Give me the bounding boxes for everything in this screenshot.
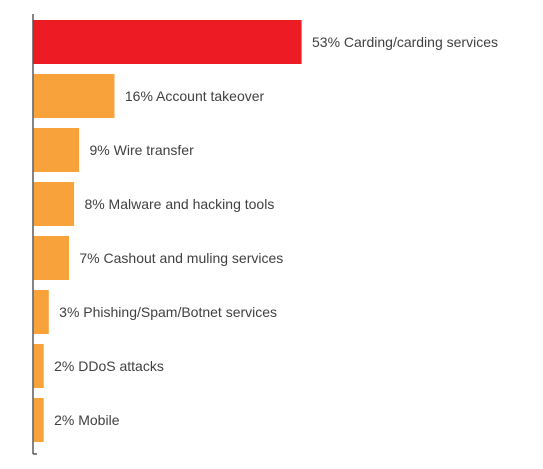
bar-2 [33, 74, 115, 118]
bar-label-4: 8% Malware and hacking tools [84, 196, 274, 212]
bar-1 [33, 20, 302, 64]
bar-label-3: 9% Wire transfer [90, 142, 195, 158]
bar-label-5: 7% Cashout and muling services [79, 250, 283, 266]
bar-5 [33, 236, 69, 280]
bar-label-2: 16% Account takeover [125, 88, 265, 104]
bar-label-8: 2% Mobile [54, 412, 120, 428]
bar-3 [33, 128, 80, 172]
bar-6 [33, 290, 49, 334]
bar-8 [33, 398, 44, 442]
bar-label-1: 53% Carding/carding services [312, 34, 498, 50]
bar-label-6: 3% Phishing/Spam/Botnet services [59, 304, 277, 320]
bar-4 [33, 182, 75, 226]
bar-7 [33, 344, 44, 388]
bar-label-7: 2% DDoS attacks [54, 358, 164, 374]
